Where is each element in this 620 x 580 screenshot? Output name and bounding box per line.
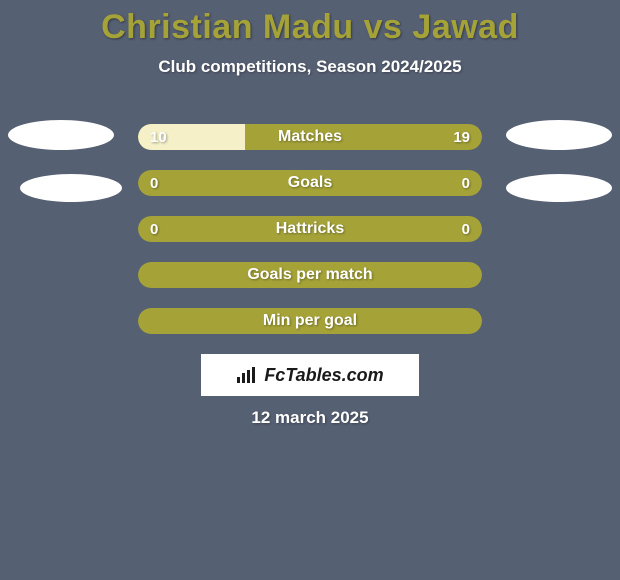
brand-link[interactable]: FcTables.com (201, 354, 419, 396)
player-left-avatar (8, 120, 114, 150)
page-title: Christian Madu vs Jawad (0, 0, 620, 47)
player-right-avatar (506, 120, 612, 150)
brand-text: FcTables.com (264, 365, 383, 386)
stat-label: Min per goal (138, 308, 482, 334)
stat-row-min-per-goal: Min per goal (138, 308, 482, 334)
stat-label: Matches (138, 124, 482, 150)
stat-row-matches: 10 Matches 19 (138, 124, 482, 150)
subtitle: Club competitions, Season 2024/2025 (0, 57, 620, 77)
date-label: 12 march 2025 (0, 408, 620, 428)
stat-label: Goals per match (138, 262, 482, 288)
team-right-avatar (506, 174, 612, 202)
stat-label: Goals (138, 170, 482, 196)
stat-right-value: 0 (462, 170, 470, 196)
comparison-card: Christian Madu vs Jawad Club competition… (0, 0, 620, 580)
team-left-avatar (20, 174, 122, 202)
chart-icon (236, 366, 258, 384)
stat-right-value: 19 (453, 124, 470, 150)
stat-row-goals: 0 Goals 0 (138, 170, 482, 196)
stat-bars: 10 Matches 19 0 Goals 0 0 Hattricks 0 Go… (138, 124, 482, 354)
stat-label: Hattricks (138, 216, 482, 242)
stat-row-hattricks: 0 Hattricks 0 (138, 216, 482, 242)
stat-right-value: 0 (462, 216, 470, 242)
stat-row-goals-per-match: Goals per match (138, 262, 482, 288)
